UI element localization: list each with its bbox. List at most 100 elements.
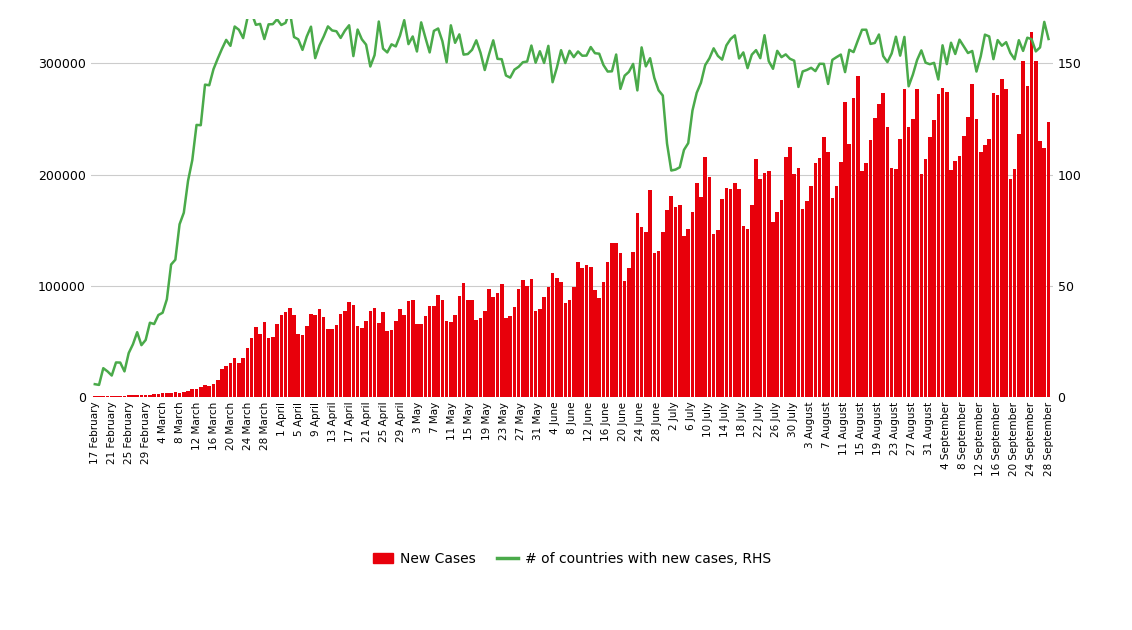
Bar	[449, 322, 453, 397]
Bar	[868, 140, 873, 397]
Bar	[199, 387, 203, 397]
Bar	[856, 76, 859, 397]
Bar	[165, 393, 169, 397]
Bar	[771, 222, 774, 397]
Bar	[483, 311, 487, 397]
Bar	[190, 389, 194, 397]
Bar	[933, 120, 936, 397]
Bar	[767, 171, 771, 397]
Bar	[700, 197, 703, 397]
Bar	[691, 212, 694, 397]
Bar	[122, 396, 127, 397]
Bar	[216, 379, 220, 397]
Bar	[623, 282, 626, 397]
Bar	[945, 92, 949, 397]
Bar	[979, 152, 983, 397]
Bar	[627, 268, 631, 397]
Bar	[678, 205, 681, 397]
Bar	[754, 159, 757, 397]
Bar	[958, 156, 961, 397]
Bar	[987, 139, 990, 397]
Bar	[453, 315, 457, 397]
Bar	[649, 190, 652, 397]
Bar	[381, 312, 385, 397]
Bar	[695, 183, 698, 397]
Bar	[593, 290, 597, 397]
Bar	[280, 315, 283, 397]
Bar	[568, 300, 572, 397]
Bar	[576, 261, 580, 397]
Bar	[817, 158, 822, 397]
Bar	[297, 333, 300, 397]
Bar	[666, 210, 669, 397]
Bar	[386, 331, 389, 397]
Bar	[661, 232, 664, 397]
Bar	[292, 316, 295, 397]
Bar	[305, 326, 309, 397]
Bar	[173, 392, 177, 397]
Bar	[195, 389, 198, 397]
Bar	[187, 391, 190, 397]
Bar	[153, 394, 156, 397]
Bar	[996, 94, 1000, 397]
Bar	[428, 306, 431, 397]
Bar	[551, 273, 555, 397]
Bar	[1047, 122, 1050, 397]
Bar	[547, 287, 550, 397]
Bar	[860, 171, 864, 397]
Bar	[284, 312, 288, 397]
Bar	[204, 385, 207, 397]
Bar	[348, 302, 351, 397]
Bar	[1038, 141, 1041, 397]
Bar	[674, 207, 677, 397]
Bar	[542, 297, 546, 397]
Bar	[470, 300, 474, 397]
Bar	[254, 327, 258, 397]
Bar	[780, 200, 783, 397]
Bar	[851, 98, 856, 397]
Bar	[250, 338, 254, 397]
Bar	[534, 311, 538, 397]
Bar	[834, 186, 839, 397]
Bar	[491, 297, 495, 397]
Bar	[751, 205, 754, 397]
Bar	[717, 230, 720, 397]
Bar	[267, 338, 271, 397]
Bar	[258, 334, 261, 397]
Bar	[559, 282, 563, 397]
Bar	[720, 198, 724, 397]
Bar	[136, 395, 139, 397]
Bar	[907, 127, 910, 397]
Bar	[708, 177, 711, 397]
Bar	[97, 396, 101, 397]
Bar	[967, 117, 970, 397]
Bar	[326, 329, 329, 397]
Bar	[589, 267, 592, 397]
Bar	[525, 286, 529, 397]
Bar	[826, 152, 830, 397]
Bar	[314, 316, 317, 397]
Bar	[263, 322, 266, 397]
Bar	[411, 300, 414, 397]
Bar	[440, 300, 444, 397]
Bar	[423, 316, 427, 397]
Bar	[805, 201, 808, 397]
Bar	[686, 229, 691, 397]
Bar	[102, 396, 105, 397]
Bar	[885, 127, 890, 397]
Bar	[800, 209, 805, 397]
Bar	[894, 169, 898, 397]
Bar	[389, 330, 393, 397]
Bar	[1026, 86, 1029, 397]
Bar	[775, 212, 779, 397]
Bar	[992, 93, 995, 397]
Bar	[513, 307, 516, 397]
Bar	[474, 320, 478, 397]
Bar	[640, 227, 643, 397]
Bar	[606, 261, 609, 397]
Bar	[683, 236, 686, 397]
Bar	[610, 243, 614, 397]
Bar	[170, 392, 173, 397]
Bar	[161, 392, 164, 397]
Bar	[93, 396, 96, 397]
